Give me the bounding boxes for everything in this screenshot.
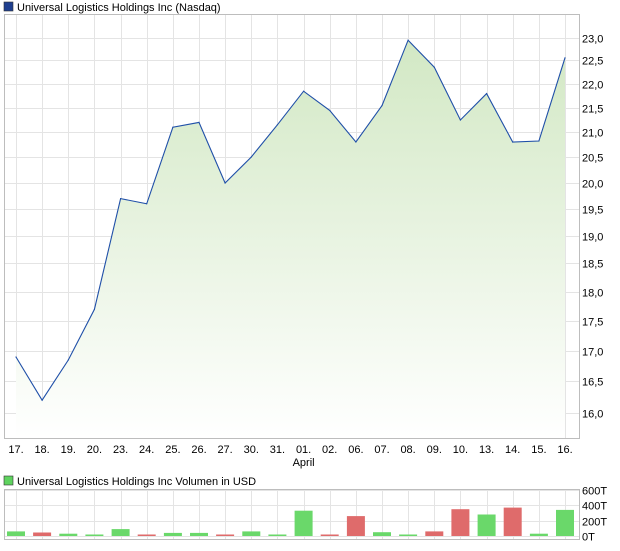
price-x-tick-label: 27. — [217, 444, 232, 456]
price-point — [538, 140, 540, 142]
volume-bar — [451, 509, 470, 536]
price-point — [407, 39, 409, 41]
price-point — [276, 124, 278, 126]
price-x-tick-label: 18. — [34, 444, 49, 456]
volume-bar — [242, 531, 261, 536]
price-x-tick-label: 30. — [244, 444, 259, 456]
price-point — [93, 308, 95, 310]
volume-bar — [137, 534, 156, 536]
volume-bar — [320, 534, 339, 536]
price-x-tick-label: 16. — [557, 444, 572, 456]
price-chart-title: Universal Logistics Holdings Inc (Nasdaq… — [17, 2, 221, 14]
price-y-tick-label: 16,5 — [582, 377, 603, 389]
price-x-tick-label: 23. — [113, 444, 128, 456]
price-point — [41, 399, 43, 401]
price-y-tick-label: 22,0 — [582, 80, 603, 92]
price-point — [486, 93, 488, 95]
price-point — [224, 182, 226, 184]
price-x-tick-label: 10. — [453, 444, 468, 456]
volume-bar — [216, 534, 235, 536]
price-x-tick-label: 15. — [531, 444, 546, 456]
volume-bar — [556, 509, 574, 536]
price-y-tick-label: 20,0 — [582, 179, 603, 191]
price-y-tick-label: 20,5 — [582, 153, 603, 165]
price-y-tick-label: 17,0 — [582, 347, 603, 359]
price-y-tick-label: 19,0 — [582, 232, 603, 244]
volume-bar — [7, 531, 25, 536]
price-x-tick-label: 25. — [165, 444, 180, 456]
volume-bars — [7, 507, 574, 536]
price-y-tick-label: 22,5 — [582, 56, 603, 68]
volume-bar — [85, 534, 104, 536]
volume-y-tick-label: 400T — [582, 501, 607, 513]
price-x-tick-label: 06. — [348, 444, 363, 456]
price-point — [303, 90, 305, 92]
volume-bar — [529, 533, 548, 536]
price-y-tick-label: 18,5 — [582, 259, 603, 271]
price-y-axis: 23,0 22,5 22,0 21,5 21,0 20,5 20,0 19,5 19,0 18,5… — [582, 34, 603, 421]
price-point — [250, 156, 252, 158]
volume-bar — [111, 529, 130, 536]
price-x-tick-label: 17. — [8, 444, 23, 456]
price-x-month-label: April — [293, 457, 315, 469]
price-series-line — [15, 39, 566, 402]
price-x-tick-label: 20. — [87, 444, 102, 456]
price-point — [198, 121, 200, 123]
price-area-fill — [16, 40, 565, 438]
price-point — [146, 203, 148, 205]
price-x-tick-label: 02. — [322, 444, 337, 456]
price-y-tick-label: 17,5 — [582, 317, 603, 329]
price-point — [381, 105, 383, 107]
volume-bar — [33, 532, 52, 536]
price-x-tick-label: 07. — [374, 444, 389, 456]
price-x-tick-label: 19. — [61, 444, 76, 456]
price-x-tick-label: 09. — [427, 444, 442, 456]
volume-bar — [294, 510, 313, 536]
price-x-tick-label: 24. — [139, 444, 154, 456]
price-point — [433, 66, 435, 68]
volume-bar — [373, 532, 391, 536]
price-x-tick-label: 01. — [296, 444, 311, 456]
price-x-axis: 17. 18. 19. 20. 23. 24. 25. 26. 27. 30. 31. 01. 02. 0… — [8, 444, 572, 469]
price-point — [564, 57, 566, 59]
price-x-tick-label: 08. — [400, 444, 415, 456]
price-point — [67, 359, 69, 361]
volume-bar — [163, 532, 182, 536]
volume-bar — [346, 516, 365, 536]
volume-bar — [477, 514, 496, 536]
volume-bar — [399, 534, 418, 536]
volume-legend-swatch — [3, 475, 14, 486]
volume-y-tick-label: 200T — [582, 517, 607, 529]
volume-bar — [190, 532, 208, 536]
price-point — [329, 109, 331, 111]
price-y-tick-label: 23,0 — [582, 34, 603, 46]
price-point — [120, 198, 122, 200]
price-point — [355, 141, 357, 143]
price-x-tick-label: 13. — [479, 444, 494, 456]
price-y-tick-label: 21,0 — [582, 128, 603, 140]
price-y-tick-label: 19,5 — [582, 205, 603, 217]
price-area — [15, 39, 566, 438]
volume-bar — [425, 531, 444, 536]
volume-y-axis: 600T 400T 200T 0T — [582, 486, 607, 544]
volume-bar — [503, 507, 522, 536]
price-x-tick-label: 14. — [505, 444, 520, 456]
price-y-tick-label: 18,0 — [582, 288, 603, 300]
price-x-tick-label: 26. — [191, 444, 206, 456]
volume-bar — [268, 534, 287, 536]
volume-chart-title: Universal Logistics Holdings Inc Volumen… — [17, 476, 256, 488]
volume-bar — [59, 533, 78, 536]
volume-y-tick-label: 600T — [582, 486, 607, 498]
volume-y-tick-label: 0T — [582, 532, 595, 544]
price-point — [15, 356, 17, 358]
price-x-tick-label: 31. — [270, 444, 285, 456]
price-y-tick-label: 21,5 — [582, 104, 603, 116]
price-y-tick-label: 16,0 — [582, 409, 603, 421]
price-point — [512, 141, 514, 143]
price-point — [459, 119, 461, 121]
price-legend-swatch — [3, 1, 14, 12]
price-point — [172, 126, 174, 128]
